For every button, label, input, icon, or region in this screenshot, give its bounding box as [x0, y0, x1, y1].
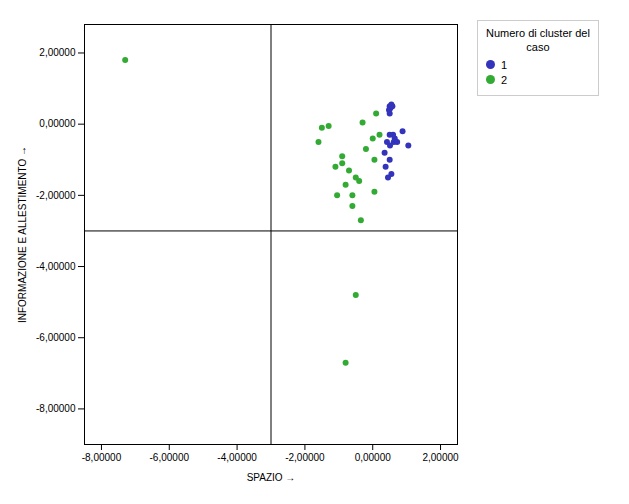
svg-text:-8,00000: -8,00000	[82, 452, 122, 463]
html-text:2: 2	[501, 73, 508, 86]
svg-text:-4,00000: -4,00000	[36, 261, 76, 272]
html-text:Numero di cluster del: Numero di cluster del	[486, 27, 590, 39]
svg-text:2,00000: 2,00000	[422, 452, 459, 463]
svg-text:SPAZIO →: SPAZIO →	[247, 472, 296, 483]
svg-text:-4,00000: -4,00000	[217, 452, 257, 463]
svg-text:-2,00000: -2,00000	[285, 452, 325, 463]
svg-text:2,00000: 2,00000	[39, 47, 76, 58]
svg-text:-8,00000: -8,00000	[36, 403, 76, 414]
svg-text:-6,00000: -6,00000	[36, 332, 76, 343]
svg-text:-6,00000: -6,00000	[150, 452, 190, 463]
svg-text:-2,00000: -2,00000	[36, 190, 76, 201]
html-text:caso: caso	[526, 40, 550, 53]
html-text:1: 1	[501, 58, 508, 71]
svg-text:0,00000: 0,00000	[39, 118, 76, 129]
svg-text:0,00000: 0,00000	[355, 452, 392, 463]
svg-text:INFORMAZIONE E ALLESTIMENTO →: INFORMAZIONE E ALLESTIMENTO →	[17, 146, 28, 323]
